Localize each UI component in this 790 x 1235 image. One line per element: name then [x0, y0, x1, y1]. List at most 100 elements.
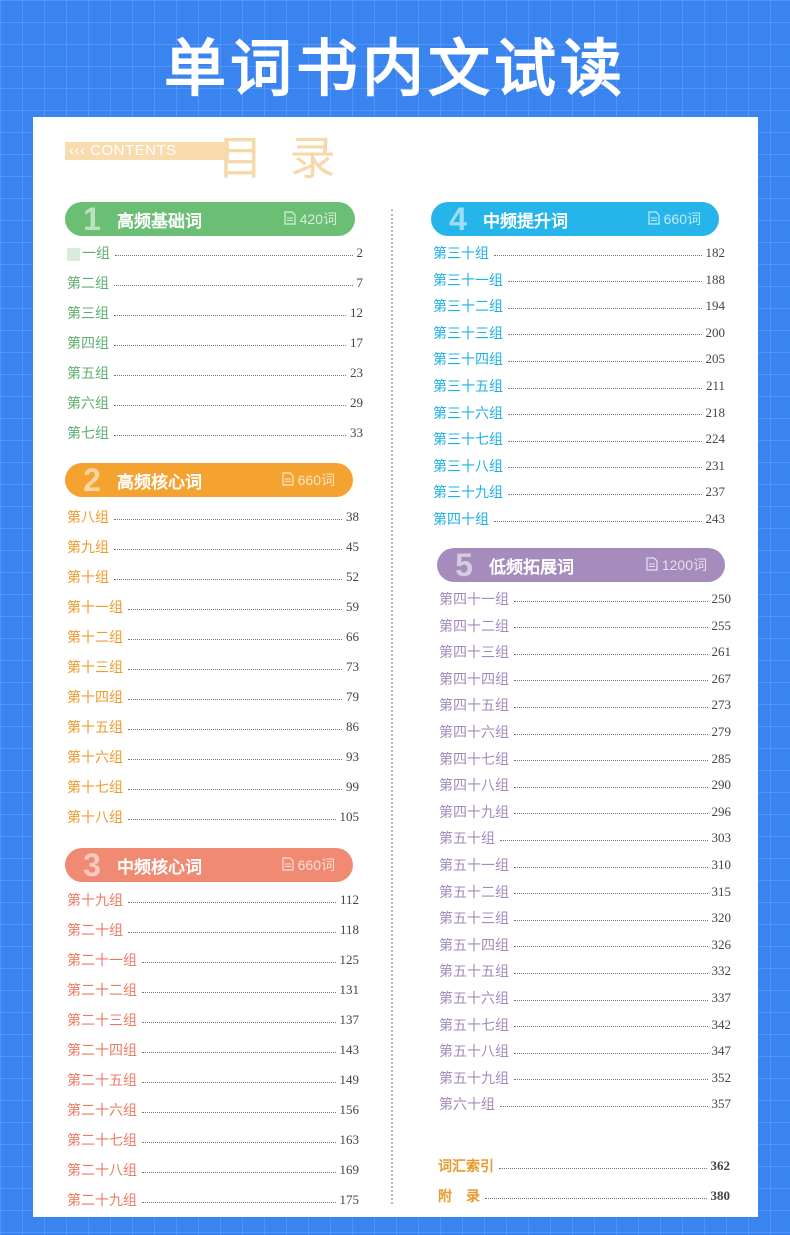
- toc-row[interactable]: 第三十九组 237: [433, 482, 725, 502]
- page-number: 149: [339, 1072, 360, 1087]
- toc-row[interactable]: 第十七组 99: [67, 777, 359, 797]
- toc-row[interactable]: 第二十九组 175: [67, 1190, 359, 1210]
- toc-row[interactable]: 第十五组 86: [67, 717, 359, 737]
- toc-row[interactable]: 第三十四组 205: [433, 349, 725, 369]
- toc-row[interactable]: 第十九组 112: [67, 890, 359, 910]
- page-number: 137: [339, 1012, 360, 1027]
- toc-row[interactable]: 第五十六组 337: [439, 988, 731, 1008]
- toc-row[interactable]: 第五十四组 326: [439, 935, 731, 955]
- toc-extra-row[interactable]: 附 录 380: [438, 1186, 730, 1206]
- toc-row[interactable]: 第四十一组 250: [439, 589, 731, 609]
- toc-row[interactable]: 第二十六组 156: [67, 1100, 359, 1120]
- leader-dots: [514, 919, 708, 921]
- page-number: 337: [711, 990, 732, 1005]
- toc-row[interactable]: 第四十八组 290: [439, 775, 731, 795]
- toc-row[interactable]: 第四十组 243: [433, 509, 725, 529]
- toc-row[interactable]: 第五十九组 352: [439, 1068, 731, 1088]
- toc-row[interactable]: 第三十二组 194: [433, 296, 725, 316]
- leader-dots: [128, 818, 336, 820]
- word-count-text: 660词: [297, 472, 335, 488]
- leader-dots: [128, 758, 342, 760]
- toc-row[interactable]: 第三十一组 188: [433, 270, 725, 290]
- toc-row[interactable]: 第三十三组 200: [433, 323, 725, 343]
- toc-row[interactable]: 第五十二组 315: [439, 882, 731, 902]
- toc-row[interactable]: 第四组 17: [67, 333, 363, 353]
- toc-row[interactable]: 第七组 33: [67, 423, 363, 443]
- toc-extra-row[interactable]: 词汇索引 362: [438, 1156, 730, 1176]
- word-count: 660词: [282, 855, 335, 875]
- toc-row[interactable]: 第四十六组 279: [439, 722, 731, 742]
- toc-row[interactable]: 第二十三组 137: [67, 1010, 359, 1030]
- toc-row[interactable]: 第十六组 93: [67, 747, 359, 767]
- page-number: 131: [339, 982, 360, 997]
- toc-row[interactable]: 第三十组 182: [433, 243, 725, 263]
- toc-row[interactable]: 第二组 7: [67, 273, 363, 293]
- toc-row[interactable]: 第四十四组 267: [439, 669, 731, 689]
- toc-row[interactable]: 一组 2: [67, 243, 363, 263]
- section-header-4: 4 中频提升词 660词: [431, 201, 719, 237]
- section-title: 高频核心词: [117, 472, 202, 493]
- toc-row[interactable]: 第十八组 105: [67, 807, 359, 827]
- page-number: 182: [705, 245, 726, 260]
- toc-row[interactable]: 第五十五组 332: [439, 961, 731, 981]
- toc-row[interactable]: 第五组 23: [67, 363, 363, 383]
- toc-row[interactable]: 第五十一组 310: [439, 855, 731, 875]
- toc-row[interactable]: 第二十一组 125: [67, 950, 359, 970]
- toc-label: 第二十一组: [67, 953, 137, 969]
- toc-row[interactable]: 第五十八组 347: [439, 1041, 731, 1061]
- toc-row[interactable]: 第十二组 66: [67, 627, 359, 647]
- toc-row[interactable]: 第四十五组 273: [439, 695, 731, 715]
- leader-dots: [514, 600, 708, 602]
- toc-row[interactable]: 第六十组 357: [439, 1094, 731, 1114]
- page-number: 194: [705, 298, 726, 314]
- section-header-1: 1 高频基础词 420词: [65, 201, 355, 237]
- toc-row[interactable]: 第五十三组 320: [439, 908, 731, 928]
- page-number: 156: [339, 1102, 360, 1117]
- document-icon: [282, 471, 298, 489]
- toc-row[interactable]: 第五十组 303: [439, 828, 731, 848]
- page-number: 73: [346, 659, 359, 674]
- toc-row[interactable]: 第四十七组 285: [439, 749, 731, 769]
- page-number: 352: [711, 1069, 732, 1085]
- toc-row[interactable]: 第二十二组 131: [67, 980, 359, 1000]
- toc-row[interactable]: 第二十五组 149: [67, 1070, 359, 1090]
- toc-label: 第十六组: [67, 750, 123, 766]
- page-number: 125: [339, 952, 360, 967]
- section-title: 中频提升词: [483, 211, 568, 232]
- page-number: 296: [711, 803, 732, 819]
- page-number: 237: [705, 484, 726, 500]
- section-title: 中频核心词: [117, 857, 202, 878]
- toc-label: 第五十二组: [439, 884, 509, 901]
- toc-row[interactable]: 第八组 38: [67, 507, 359, 527]
- toc-row[interactable]: 第四十二组 255: [439, 616, 731, 636]
- toc-row[interactable]: 第十组 52: [67, 567, 359, 587]
- toc-row[interactable]: 第四十九组 296: [439, 802, 731, 822]
- word-count-text: 660词: [663, 211, 701, 227]
- leader-dots: [514, 653, 708, 655]
- toc-row[interactable]: 第三组 12: [67, 303, 363, 323]
- toc-row[interactable]: 第九组 45: [67, 537, 359, 557]
- toc-row[interactable]: 第十四组 79: [67, 687, 359, 707]
- toc-row[interactable]: 第二十七组 163: [67, 1130, 359, 1150]
- toc-row[interactable]: 第十一组 59: [67, 597, 359, 617]
- toc-row[interactable]: 第二十四组 143: [67, 1040, 359, 1060]
- toc-row[interactable]: 第二十八组 169: [67, 1160, 359, 1180]
- toc-row[interactable]: 第三十八组 231: [433, 456, 725, 476]
- toc-row[interactable]: 第三十五组 211: [433, 376, 725, 396]
- page-number: 169: [339, 1162, 360, 1177]
- page-number: 320: [711, 910, 732, 926]
- toc-title: 目 录: [217, 131, 342, 185]
- toc-label: 第三十二组: [433, 299, 503, 316]
- toc-row[interactable]: 第四十三组 261: [439, 642, 731, 662]
- toc-row[interactable]: 第二十组 118: [67, 920, 359, 940]
- toc-row[interactable]: 第三十六组 218: [433, 403, 725, 423]
- toc-card: ‹‹‹ CONTENTS 目 录 1 高频基础词 420词 一组 2 第二组 7 第三组 12 第…: [33, 117, 758, 1217]
- toc-row[interactable]: 第五十七组 342: [439, 1015, 731, 1035]
- page-number: 279: [711, 724, 732, 739]
- toc-label: 第三十六组: [433, 405, 503, 422]
- toc-label: 第五十九组: [439, 1070, 509, 1087]
- leader-dots: [514, 760, 708, 762]
- toc-row[interactable]: 第三十七组 224: [433, 429, 725, 449]
- toc-row[interactable]: 第六组 29: [67, 393, 363, 413]
- toc-row[interactable]: 第十三组 73: [67, 657, 359, 677]
